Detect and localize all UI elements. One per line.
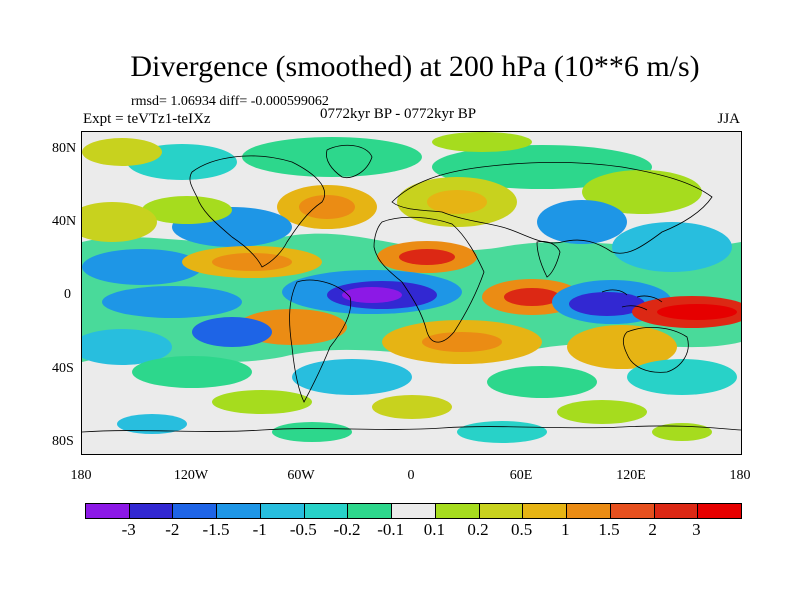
- colorbar-label: 2: [648, 520, 657, 539]
- colorbar-box: [654, 504, 699, 518]
- colorbar-box: [392, 504, 436, 518]
- x-tick-label: 180: [729, 468, 751, 483]
- colorbar-box: [304, 504, 349, 518]
- colorbar-box: [129, 504, 174, 518]
- colorbar-box: [523, 504, 568, 518]
- map-title: Divergence (smoothed) at 200 hPa (10**6 …: [130, 50, 700, 83]
- colorbar-box: [260, 504, 305, 518]
- period-label: 0772kyr BP - 0772kyr BP: [320, 106, 477, 122]
- x-tick-label: 120E: [616, 468, 646, 483]
- colorbar-label: -1.5: [202, 520, 230, 539]
- colorbar-box: [348, 504, 393, 518]
- colorbar-label: -3: [121, 520, 136, 539]
- colorbar-label: 0.2: [467, 520, 489, 539]
- y-tick-label: 40S: [52, 361, 74, 376]
- x-tick-label: 60E: [509, 468, 533, 483]
- colorbar-label: 1: [561, 520, 570, 539]
- x-tick-label: 120W: [173, 468, 209, 483]
- colorbar-label: 0.1: [423, 520, 445, 539]
- x-tick-label: 180: [70, 468, 92, 483]
- divergence-field: [82, 132, 741, 443]
- colorbar-box: [435, 504, 480, 518]
- y-tick-label: 0: [64, 287, 71, 302]
- colorbar-box: [217, 504, 261, 518]
- colorbar-label: -1: [252, 520, 267, 539]
- colorbar-box: [479, 504, 524, 518]
- colorbar-box: [610, 504, 655, 518]
- y-tick-label: 80N: [52, 141, 77, 156]
- colorbar-label: 1.5: [598, 520, 620, 539]
- colorbar-label: -2: [165, 520, 180, 539]
- x-tick-label: 60W: [287, 468, 315, 483]
- colorbar-box: [173, 504, 218, 518]
- x-tick-label: 0: [407, 468, 415, 483]
- experiment-label: Expt = teVTz1-teIXz: [83, 111, 211, 127]
- colorbar-label: -0.1: [377, 520, 405, 539]
- colorbar-label: 3: [692, 520, 701, 539]
- colorbar-box: [86, 504, 130, 518]
- colorbar-label: 0.5: [511, 520, 533, 539]
- colorbar-label: -0.5: [289, 520, 317, 539]
- coastlines: [82, 144, 741, 433]
- colorbar-box: [567, 504, 611, 518]
- colorbar-label: -0.2: [333, 520, 361, 539]
- y-tick-label: 80S: [52, 434, 74, 449]
- y-tick-label: 40N: [52, 214, 77, 229]
- colorbar-box: [698, 504, 742, 518]
- colorbar: [85, 503, 742, 519]
- field-blobs: [82, 132, 741, 443]
- season-label: JJA: [717, 111, 740, 127]
- stats-label: rmsd= 1.06934 diff= -0.000599062: [131, 94, 329, 109]
- divergence-map: [81, 131, 742, 455]
